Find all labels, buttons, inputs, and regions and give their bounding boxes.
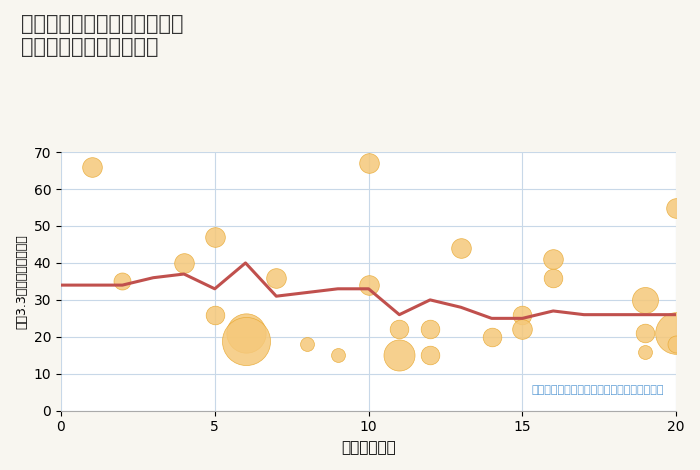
Text: 千葉県山武郡横芝光町目篠の
駅距離別中古戸建て価格: 千葉県山武郡横芝光町目篠の 駅距離別中古戸建て価格 [21, 14, 183, 57]
Point [517, 326, 528, 333]
Point [671, 204, 682, 212]
Point [640, 296, 651, 304]
Point [671, 340, 682, 348]
Point [332, 352, 344, 359]
Point [486, 333, 497, 341]
Point [209, 233, 220, 241]
Point [424, 326, 435, 333]
Point [86, 163, 97, 171]
Point [640, 348, 651, 355]
Point [424, 352, 435, 359]
Text: 円の大きさは、取引のあった物件面積を示す: 円の大きさは、取引のあった物件面積を示す [531, 385, 664, 395]
Y-axis label: 坪（3.3㎡）単価（万円）: 坪（3.3㎡）単価（万円） [15, 234, 28, 329]
Point [117, 278, 128, 285]
Point [271, 274, 282, 282]
Point [455, 244, 466, 252]
X-axis label: 駅距離（分）: 駅距離（分） [341, 440, 396, 455]
Point [547, 256, 559, 263]
Point [671, 329, 682, 337]
Point [178, 259, 190, 266]
Point [240, 329, 251, 337]
Point [393, 326, 405, 333]
Point [240, 337, 251, 345]
Point [393, 352, 405, 359]
Point [209, 311, 220, 318]
Point [302, 340, 313, 348]
Point [363, 159, 374, 167]
Point [363, 282, 374, 289]
Point [517, 311, 528, 318]
Point [640, 329, 651, 337]
Point [547, 274, 559, 282]
